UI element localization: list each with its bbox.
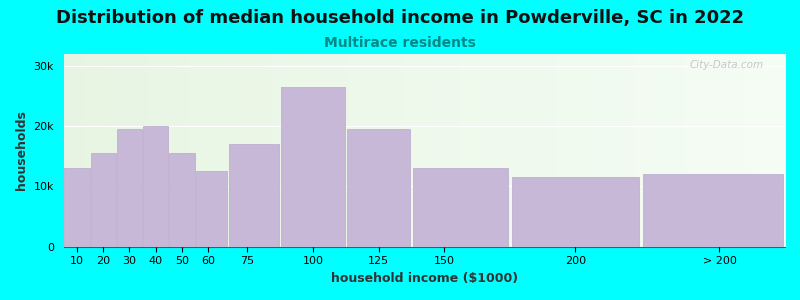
Bar — [512, 178, 639, 247]
Bar — [195, 171, 227, 247]
Bar — [64, 168, 90, 247]
Bar — [643, 175, 783, 247]
Bar — [117, 129, 142, 247]
Bar — [90, 153, 116, 247]
Bar — [143, 126, 168, 247]
X-axis label: household income ($1000): household income ($1000) — [331, 272, 518, 285]
Text: City-Data.com: City-Data.com — [690, 60, 763, 70]
Bar — [169, 153, 194, 247]
Text: Multirace residents: Multirace residents — [324, 36, 476, 50]
Bar — [282, 87, 345, 247]
Bar — [346, 129, 410, 247]
Y-axis label: households: households — [15, 110, 28, 190]
Bar — [413, 168, 508, 247]
Text: Distribution of median household income in Powderville, SC in 2022: Distribution of median household income … — [56, 9, 744, 27]
Bar — [229, 144, 279, 247]
